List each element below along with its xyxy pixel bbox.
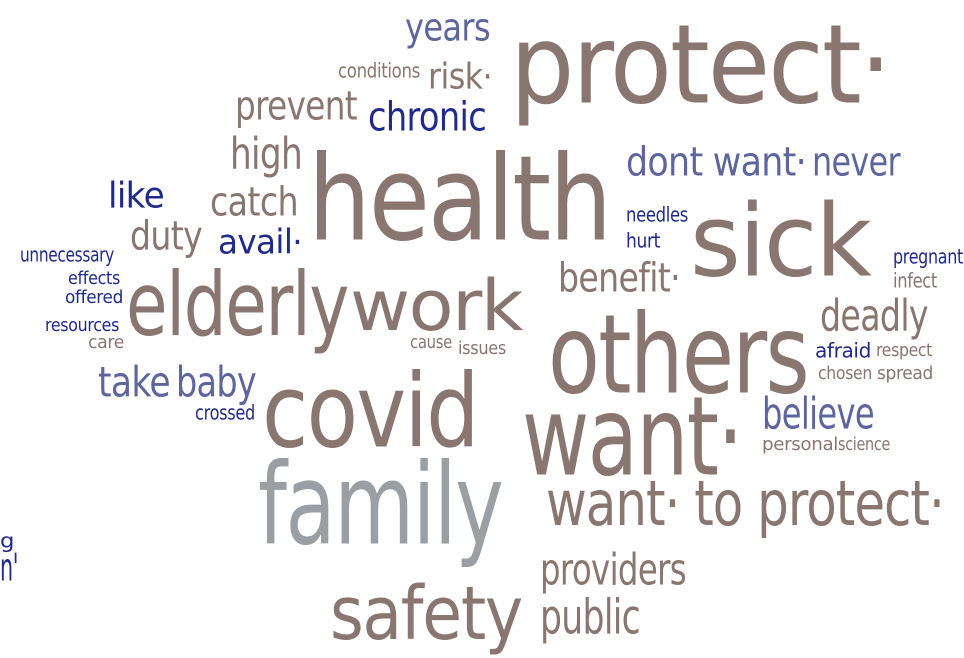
word-conditions: conditions [338, 59, 420, 84]
word-risk: risk· [428, 54, 493, 98]
word-prevent: prevent [235, 82, 358, 130]
word-protect: protect· [510, 0, 892, 129]
word-care: care [88, 331, 125, 354]
word-years: years [405, 6, 491, 51]
word-work: work [350, 266, 523, 348]
word-needles: needles [626, 203, 689, 228]
word-afraid: afraid [815, 339, 871, 364]
word-take: take [98, 358, 171, 408]
word-duty: duty [130, 212, 203, 260]
word-avail: avail· [218, 222, 303, 263]
word-elderly: elderly [126, 254, 349, 357]
word-baby: baby [176, 358, 257, 408]
word-safety: safety [330, 571, 523, 658]
word-resources: resources [45, 314, 120, 337]
word-hurt: hurt [626, 229, 661, 254]
word-covid: covid [262, 353, 480, 472]
word-providers: providers [540, 544, 687, 596]
word-believe: believe [762, 388, 875, 440]
word-g: g [0, 529, 15, 554]
word-catch: catch [210, 178, 299, 226]
word-spread: spread [877, 362, 934, 385]
word-cause: cause [410, 331, 452, 354]
word-chronic: chronic [368, 93, 487, 141]
word-n: n' [0, 546, 19, 591]
word-family: family [258, 440, 504, 571]
word-offered: offered [65, 286, 123, 309]
word-infect: infect [893, 269, 938, 294]
word-pregnant: pregnant [893, 245, 963, 270]
word-health: health [308, 130, 612, 268]
word-crossed: crossed [195, 401, 255, 426]
word-issues: issues [458, 337, 506, 360]
word-dont-want: dont want· [626, 138, 807, 186]
word-unnecessary: unnecessary [20, 243, 114, 268]
word-personal: personal [762, 433, 839, 456]
word-chosen: chosen [818, 362, 873, 385]
word-high: high [230, 128, 303, 180]
word-respect: respect [876, 339, 933, 362]
word-want-to-protect: want· to protect· [546, 468, 945, 541]
word-never: never [812, 138, 901, 186]
word-effects: effects [68, 267, 121, 290]
word-sick: sick [690, 183, 872, 300]
word-science: science [838, 433, 890, 456]
word-want: want· [522, 372, 744, 501]
word-public: public [540, 589, 641, 646]
word-benefit: benefit· [558, 254, 681, 302]
word-deadly: deadly [820, 290, 929, 342]
word-like: like [108, 173, 165, 217]
word-others: others [548, 290, 810, 419]
